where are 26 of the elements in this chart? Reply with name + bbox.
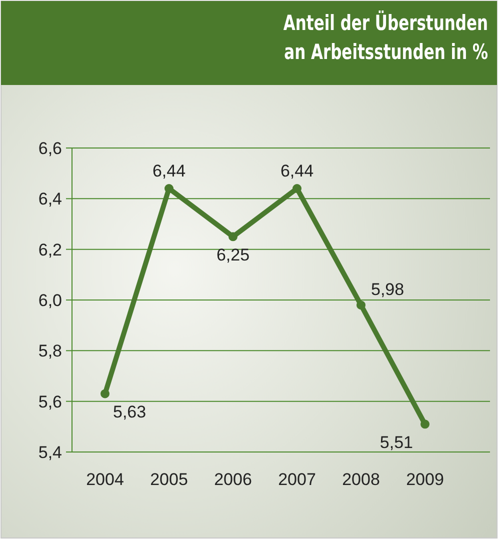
y-tick-label: 6,2 [38,240,62,260]
x-tick-label: 2008 [342,470,380,489]
chart-title: Anteil der Überstunden an Arbeitsstunden in % [283,10,488,64]
point [292,184,302,194]
y-tick-label: 5,8 [38,342,62,361]
data-label: 5,98 [371,280,404,300]
y-tick-label: 6,4 [38,190,62,209]
point [420,420,430,429]
y-tick-label: 5,6 [38,392,62,412]
point [164,184,174,194]
point [100,389,110,398]
x-tick-label: 2009 [406,470,444,489]
data-label: 6,44 [152,162,186,181]
y-tick-label: 6,0 [38,290,62,310]
y-tick-label: 5,4 [38,442,62,462]
x-tick-label: 2006 [214,470,252,489]
data-label: 5,51 [380,433,413,452]
y-tick-label: 6,6 [38,138,62,158]
data-label: 5,63 [113,402,146,422]
data-label: 6,44 [280,162,314,181]
x-tick-label: 2007 [278,470,316,489]
point [356,300,366,310]
data-label: 6,25 [216,246,250,265]
x-tick-label: 2005 [150,470,188,489]
x-tick-label: 2004 [86,470,124,489]
point [228,232,238,242]
